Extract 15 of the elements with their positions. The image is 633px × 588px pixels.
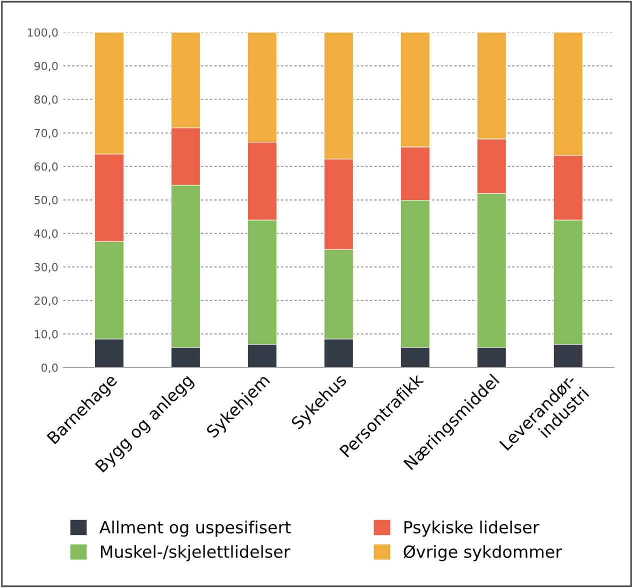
y-tick-label: 20,0 bbox=[34, 296, 58, 306]
y-tick-label: 100,0 bbox=[28, 28, 58, 38]
legend-label: Allment og uspesifisert bbox=[99, 520, 291, 537]
y-tick-label: 30,0 bbox=[34, 262, 58, 272]
legend-label: Psykiske lidelser bbox=[404, 520, 540, 537]
y-tick-label: 90,0 bbox=[34, 62, 58, 72]
y-tick-label: 50,0 bbox=[34, 196, 58, 206]
y-tick-label: 0,0 bbox=[42, 363, 58, 374]
y-tick-label: 60,0 bbox=[34, 162, 58, 172]
y-tick-label: 70,0 bbox=[34, 128, 58, 138]
y-tick-label: 80,0 bbox=[34, 95, 58, 105]
legend-label: Muskel-/skjelettlidelser bbox=[100, 545, 290, 562]
y-tick-label: 10,0 bbox=[34, 330, 58, 340]
y-tick-label: 40,0 bbox=[34, 229, 58, 239]
legend-label: Øvrige sykdommer bbox=[404, 545, 562, 562]
